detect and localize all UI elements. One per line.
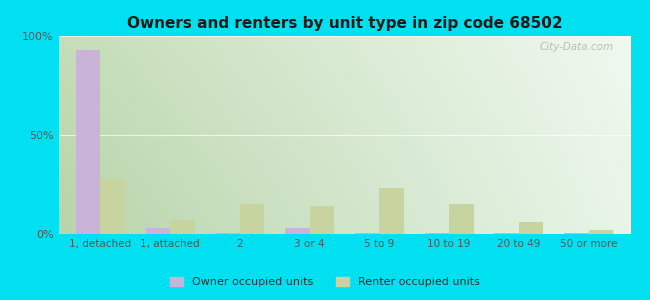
Bar	[380, 188, 404, 234]
Bar	[355, 233, 380, 234]
Bar	[170, 220, 194, 234]
Bar	[449, 204, 474, 234]
Text: City-Data.com: City-Data.com	[540, 42, 614, 52]
Legend: Owner occupied units, Renter occupied units: Owner occupied units, Renter occupied un…	[166, 272, 484, 291]
Bar	[100, 178, 125, 234]
Bar	[495, 233, 519, 234]
Bar	[589, 230, 613, 234]
Bar	[519, 222, 543, 234]
Title: Owners and renters by unit type in zip code 68502: Owners and renters by unit type in zip c…	[127, 16, 562, 31]
Bar	[76, 50, 100, 234]
Bar	[309, 206, 334, 234]
Bar	[424, 233, 449, 234]
Bar	[146, 228, 170, 234]
Bar	[285, 228, 309, 234]
Bar	[240, 204, 265, 234]
Bar	[564, 233, 589, 234]
Bar	[215, 233, 240, 234]
